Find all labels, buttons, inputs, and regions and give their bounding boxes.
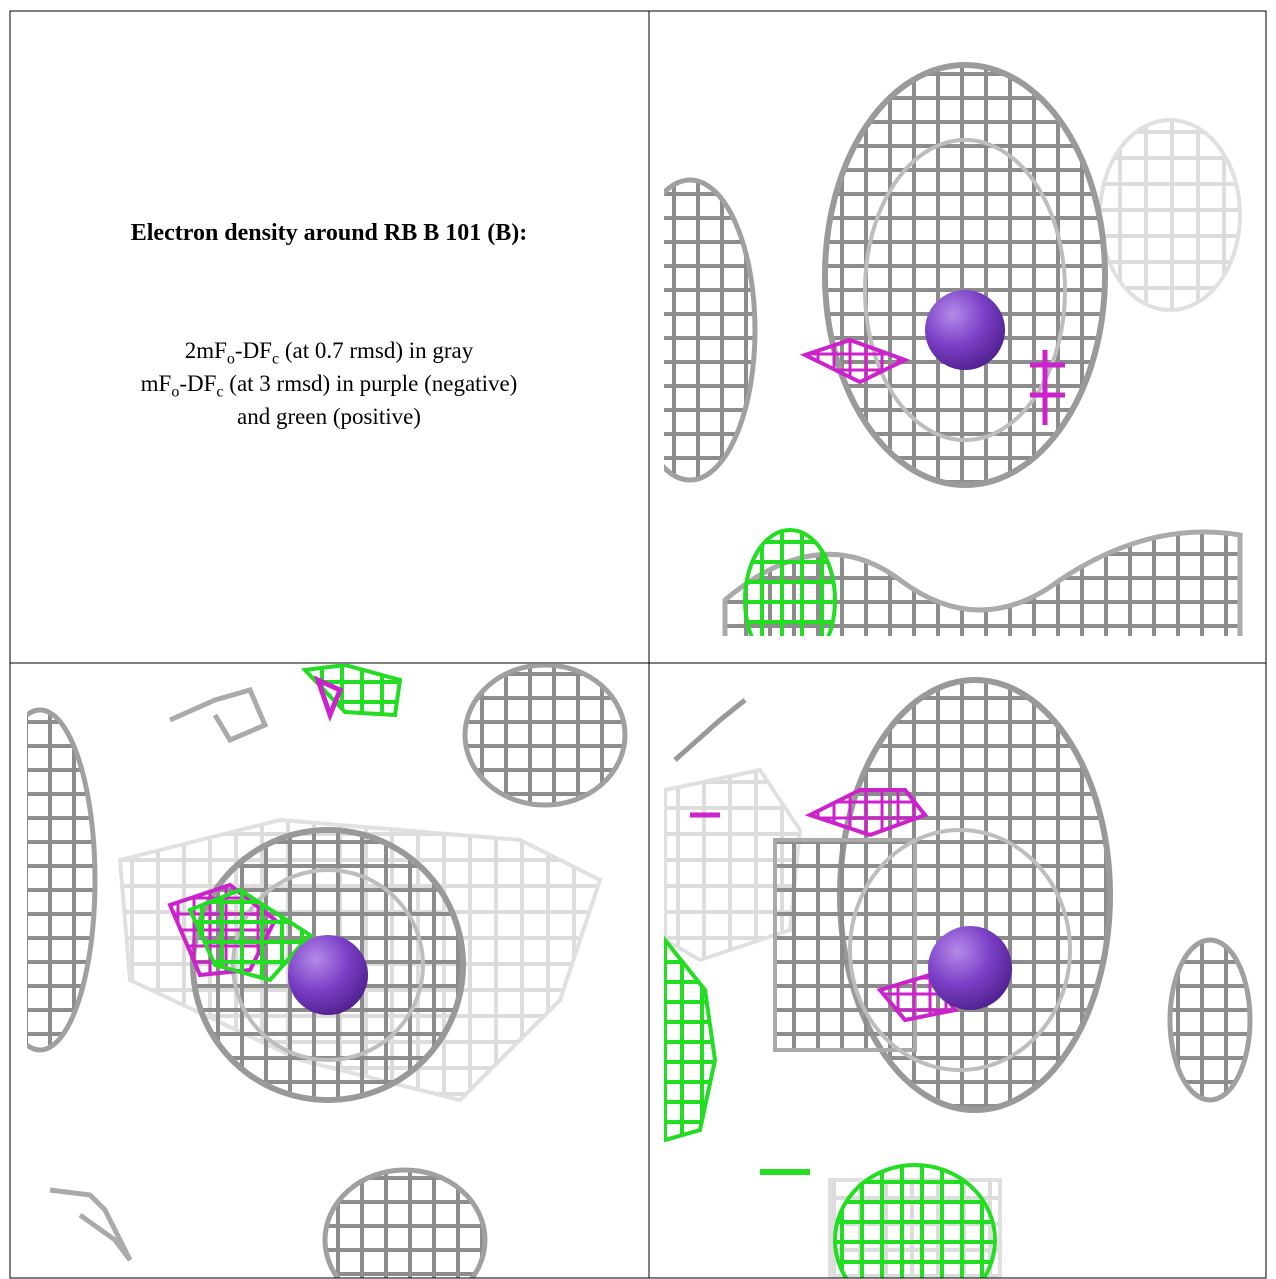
caption-text: (at 0.7 rmsd) in gray: [279, 338, 474, 363]
caption-text: -DF: [179, 371, 217, 396]
caption-text: (at 3 rmsd) in purple (negative): [223, 371, 518, 396]
caption-cell: Electron density around RB B 101 (B): 2m…: [10, 12, 648, 662]
caption-line: and green (positive): [10, 400, 648, 433]
panel-view-2: [27, 664, 628, 1278]
caption-text: mF: [140, 371, 172, 396]
subscript: o: [171, 383, 180, 401]
panel-view-1: [664, 62, 1243, 636]
panel-view-3: [664, 677, 1253, 1278]
subscript: c: [216, 383, 224, 401]
subscript: o: [226, 350, 235, 368]
caption-text: and green (positive): [237, 404, 421, 429]
caption-line: mFo-DFc (at 3 rmsd) in purple (negative): [10, 367, 648, 400]
caption-text: 2mF: [184, 338, 227, 363]
caption-line: 2mFo-DFc (at 0.7 rmsd) in gray: [10, 334, 648, 367]
caption-text: -DF: [234, 338, 272, 363]
caption: 2mFo-DFc (at 0.7 rmsd) in gray mFo-DFc (a…: [10, 334, 648, 433]
subscript: c: [271, 350, 280, 368]
title: Electron density around RB B 101 (B):: [130, 220, 528, 246]
